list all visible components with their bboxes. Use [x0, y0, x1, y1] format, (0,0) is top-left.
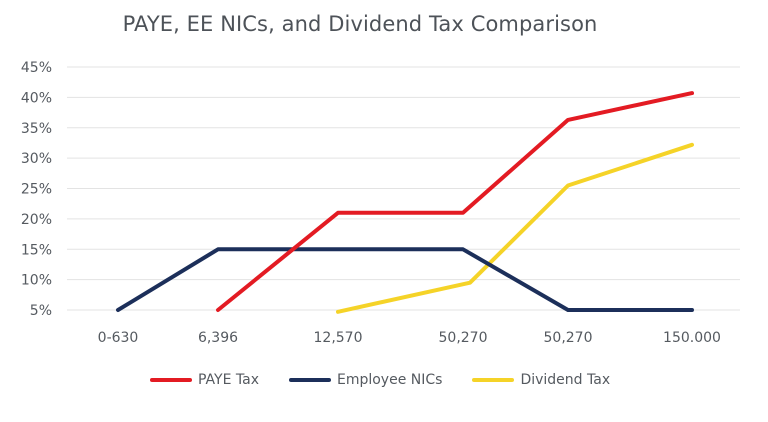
- x-tick-label: 50,270: [439, 330, 488, 346]
- legend-swatch-nics: [288, 378, 331, 382]
- series-line-employee-nics: [116, 247, 694, 312]
- legend-swatch-dividend: [472, 378, 515, 382]
- legend: PAYE Tax Employee NICs Dividend Tax: [150, 372, 640, 388]
- legend-swatch-paye: [150, 378, 192, 382]
- y-tick-label: 30%: [21, 151, 52, 167]
- y-tick-label: 5%: [30, 303, 52, 319]
- y-tick-label: 10%: [21, 273, 52, 289]
- series-line-dividend-tax: [336, 142, 694, 314]
- x-tick-label: 6,396: [198, 330, 238, 346]
- chart-title: PAYE, EE NICs, and Dividend Tax Comparis…: [122, 12, 598, 36]
- legend-item-nics: Employee NICs: [288, 372, 443, 388]
- y-tick-label: 15%: [21, 242, 52, 258]
- y-tick-label: 40%: [21, 90, 52, 106]
- series-line-paye-tax: [216, 91, 694, 312]
- y-axis-ticks: 5% 10% 15% 20% 25% 30% 35% 40% 45%: [21, 60, 52, 319]
- data-lines: [116, 91, 694, 314]
- legend-label-dividend: Dividend Tax: [520, 372, 611, 388]
- legend-label-paye: PAYE Tax: [198, 372, 259, 388]
- x-tick-label: 12,570: [314, 330, 363, 346]
- legend-item-dividend: Dividend Tax: [472, 372, 610, 388]
- x-tick-label: 50,270: [544, 330, 593, 346]
- x-axis-ticks: 0-630 6,396 12,570 50,270 50,270 150.000: [98, 330, 721, 346]
- y-tick-label: 20%: [21, 212, 52, 228]
- y-tick-label: 25%: [21, 182, 52, 198]
- legend-item-paye: PAYE Tax: [150, 372, 259, 388]
- x-tick-label: 0-630: [98, 330, 139, 346]
- legend-label-nics: Employee NICs: [336, 372, 443, 388]
- y-tick-label: 45%: [21, 60, 52, 76]
- x-tick-label: 150.000: [663, 330, 721, 346]
- y-tick-label: 35%: [21, 121, 52, 137]
